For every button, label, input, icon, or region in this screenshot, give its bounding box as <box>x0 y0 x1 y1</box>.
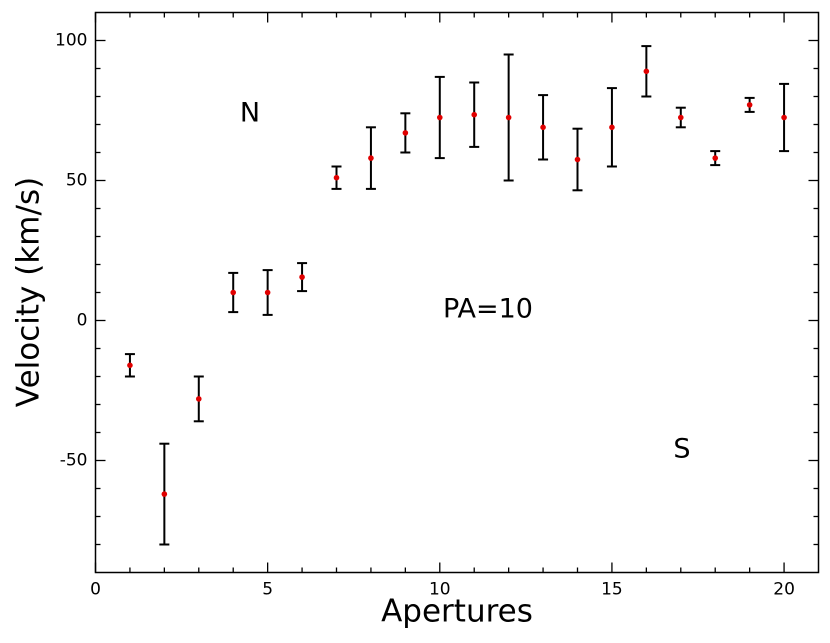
x-tick-label: 0 <box>90 580 101 600</box>
data-point <box>127 362 133 369</box>
data-point <box>299 274 305 280</box>
annotation: S <box>673 434 690 465</box>
data-point <box>505 114 512 121</box>
plot-frame <box>94 11 820 574</box>
x-tick-label: 10 <box>429 580 451 600</box>
data-point <box>677 114 684 121</box>
annotation: PA=10 <box>443 294 533 325</box>
data-point <box>264 289 271 296</box>
x-tick-label: 15 <box>601 580 623 600</box>
data-point <box>781 114 787 121</box>
y-tick-label: -50 <box>60 451 88 471</box>
y-tick-label: 50 <box>66 171 88 191</box>
data-point <box>402 130 409 136</box>
data-point <box>643 68 650 75</box>
data-point <box>436 114 443 121</box>
data-point <box>609 124 615 131</box>
annotation: N <box>240 98 260 129</box>
x-tick-label: 5 <box>262 580 273 600</box>
data-point <box>746 102 753 108</box>
y-tick-label: 0 <box>77 311 88 331</box>
data-point <box>333 174 340 181</box>
data-point <box>712 155 719 161</box>
x-tick-label: 20 <box>773 580 795 600</box>
data-point <box>230 289 237 296</box>
y-tick-label: 100 <box>55 31 87 51</box>
data-point <box>471 111 478 118</box>
y-axis-label: Velocity (km/s) <box>11 177 47 407</box>
data-point <box>540 124 546 131</box>
data-point <box>161 491 168 497</box>
data-point <box>368 155 374 161</box>
data-point <box>574 156 581 163</box>
data-point <box>195 396 202 402</box>
x-axis-label: Apertures <box>381 594 533 630</box>
